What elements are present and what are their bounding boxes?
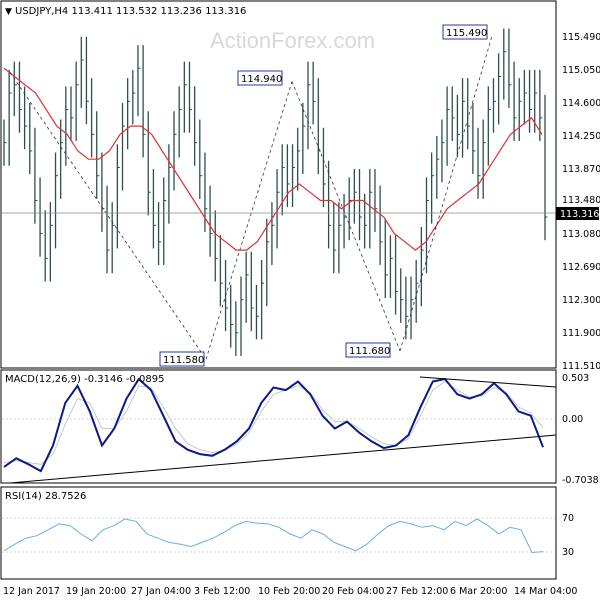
x-tick: 3 Feb 12:00 <box>194 586 250 597</box>
price-tick: 113.870 <box>562 164 600 175</box>
x-tick: 27 Jan 04:00 <box>131 586 191 597</box>
price-tick: 112.690 <box>562 262 600 273</box>
macd-header: MACD(12,26,9) -0.3146 -0.0895 <box>5 374 165 385</box>
price-tick: 114.600 <box>562 98 600 109</box>
rsi-tick: 30 <box>562 547 574 558</box>
svg-text:115.490: 115.490 <box>446 28 487 39</box>
macd-tick: 0.503 <box>562 373 589 384</box>
callout-114940: 114.940 <box>237 70 283 86</box>
trend-line <box>399 35 493 352</box>
chart-title-indicator: ▼ <box>5 7 12 17</box>
rsi-tick: 70 <box>562 513 574 524</box>
callout-115490: 115.490 <box>442 24 488 40</box>
macd-tick: -0.7038 <box>562 475 599 486</box>
x-tick: 12 Jan 2017 <box>3 586 60 597</box>
price-tick: 111.900 <box>562 328 600 339</box>
price-tick: 115.050 <box>562 65 600 76</box>
price-header: USDJPY,H4 113.411 113.532 113.236 113.31… <box>15 6 246 17</box>
macd-tick: 0.00 <box>562 414 583 425</box>
macd-panel <box>0 369 557 484</box>
price-tick: 115.490 <box>562 32 600 43</box>
price-y-axis: 115.490 115.050 114.600 114.250 113.870 … <box>562 32 600 372</box>
svg-text:114.940: 114.940 <box>241 74 282 85</box>
macd-upper-trendline <box>419 376 557 388</box>
rsi-panel <box>0 486 557 580</box>
price-panel <box>0 0 557 369</box>
price-tick: 114.250 <box>562 131 600 142</box>
macd-y-axis: 0.503 0.00 -0.7038 <box>562 373 599 486</box>
x-tick: 20 Feb 04:00 <box>322 586 384 597</box>
macd-signal-line <box>3 380 544 465</box>
price-tick: 113.080 <box>562 229 600 240</box>
x-tick: 27 Feb 12:00 <box>386 586 448 597</box>
x-tick: 14 Mar 04:00 <box>514 586 577 597</box>
rsi-header: RSI(14) 28.7526 <box>5 491 86 502</box>
callout-111580: 111.580 <box>159 351 205 367</box>
x-tick: 10 Feb 20:00 <box>258 586 320 597</box>
trend-line <box>291 81 401 352</box>
macd-lower-trendline <box>9 434 557 484</box>
watermark: ActionForex.com <box>210 28 375 53</box>
price-tick: 113.480 <box>562 195 600 206</box>
macd-line <box>3 377 544 473</box>
price-tick: 111.510 <box>562 361 600 372</box>
price-bars <box>3 28 548 356</box>
x-axis: 12 Jan 2017 19 Jan 20:00 27 Jan 04:00 3 … <box>3 586 577 597</box>
x-tick: 6 Mar 20:00 <box>450 586 507 597</box>
price-tick: 112.300 <box>562 295 600 306</box>
trend-line <box>205 81 293 360</box>
svg-text:113.316: 113.316 <box>560 209 599 220</box>
rsi-line <box>3 518 544 554</box>
rsi-y-axis: 70 30 <box>562 513 574 558</box>
current-price-badge: 113.316 <box>556 207 599 220</box>
trend-line <box>9 72 207 360</box>
svg-text:111.680: 111.680 <box>349 346 390 357</box>
moving-average-line <box>3 67 543 251</box>
x-tick: 19 Jan 20:00 <box>66 586 126 597</box>
callout-111680: 111.680 <box>345 342 391 358</box>
svg-text:111.580: 111.580 <box>163 355 204 366</box>
trend-lines <box>9 35 493 360</box>
